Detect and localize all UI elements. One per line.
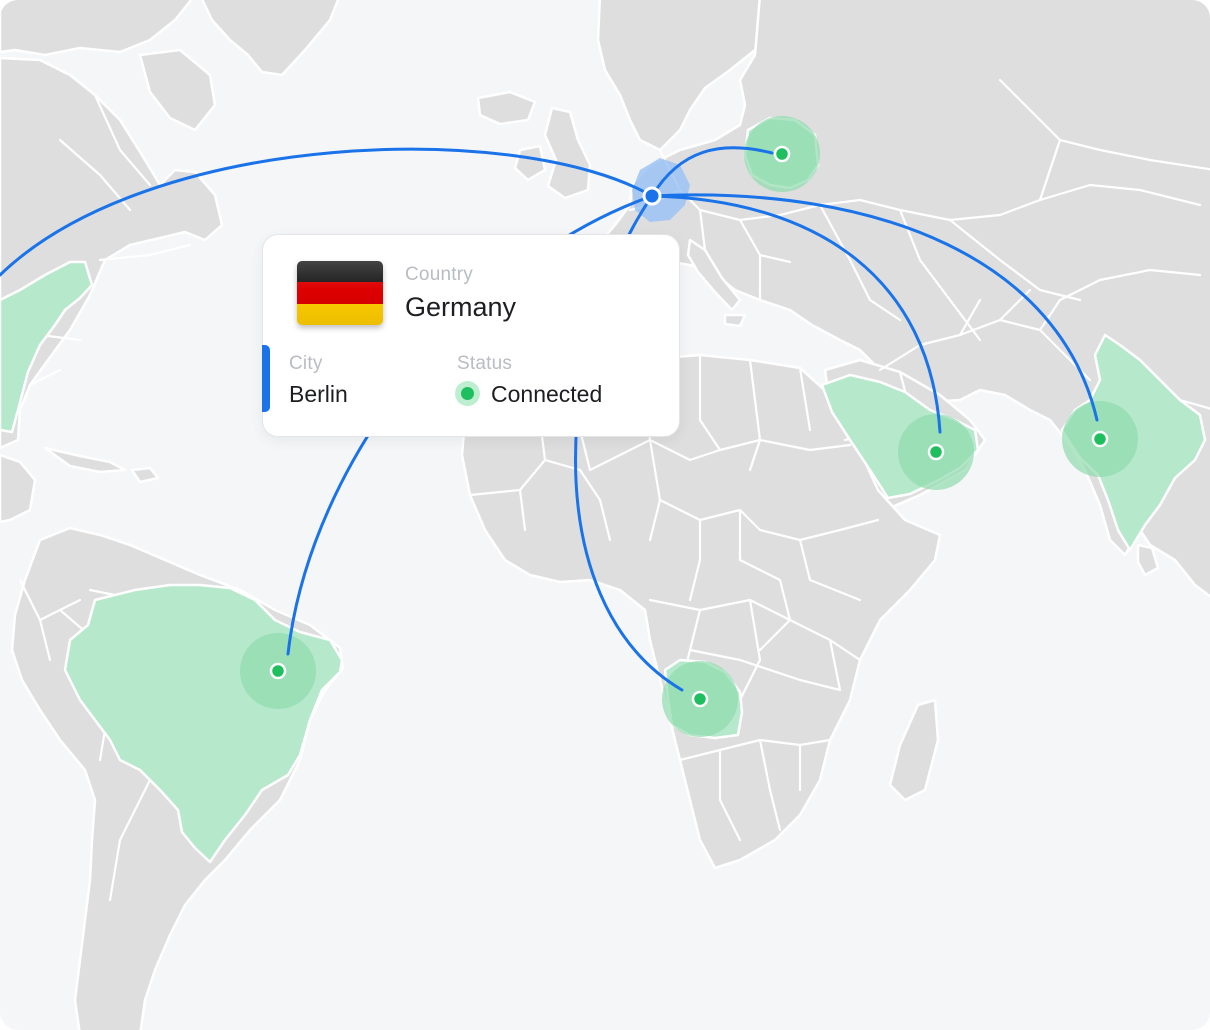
madagascar-land [888,698,940,802]
status-value: Connected [491,381,603,407]
status-label: Status [457,353,513,374]
country-info-card[interactable]: Country Germany City Berlin Status Conne… [262,234,680,437]
route-belarus [650,146,774,198]
iceland-land [476,90,537,126]
flag-gloss [297,261,383,325]
status-dot [461,387,474,400]
country-value: Germany [405,292,517,322]
flag-stripe-gold [297,303,383,325]
route-arabia [650,194,942,434]
city-label: City [289,353,323,374]
north-america-land [0,56,224,450]
status-indicator-icon [455,381,480,406]
accent-bar [262,345,270,412]
italy-land [686,238,742,312]
flag-stripe-red [297,282,383,304]
germany-flag-icon [297,261,383,325]
central-america-land [0,453,37,524]
baffin-island-land [138,48,217,132]
usa-east-highlight[interactable] [0,260,94,434]
india-node[interactable] [1091,430,1109,448]
brazil-node[interactable] [269,662,287,680]
route-india [650,193,1099,422]
arabia-node[interactable] [927,443,945,461]
angola-node[interactable] [691,690,709,708]
arctic-islands-land [0,0,193,57]
germany-hub-node[interactable] [642,186,662,206]
ireland-land [513,144,547,182]
africa-land [460,353,942,870]
great-britain-land [543,106,592,200]
belarus-node[interactable] [773,145,791,163]
hispaniola-land [130,466,160,484]
city-value: Berlin [289,381,348,407]
country-label: Country [405,264,473,285]
sicily-land [723,313,747,328]
flag-stripe-black [297,261,383,283]
greenland-land [201,0,340,77]
route-usa [0,147,654,277]
caribbean-land [43,446,127,474]
nodes [269,145,1109,708]
sri-lanka-land [1136,543,1160,577]
